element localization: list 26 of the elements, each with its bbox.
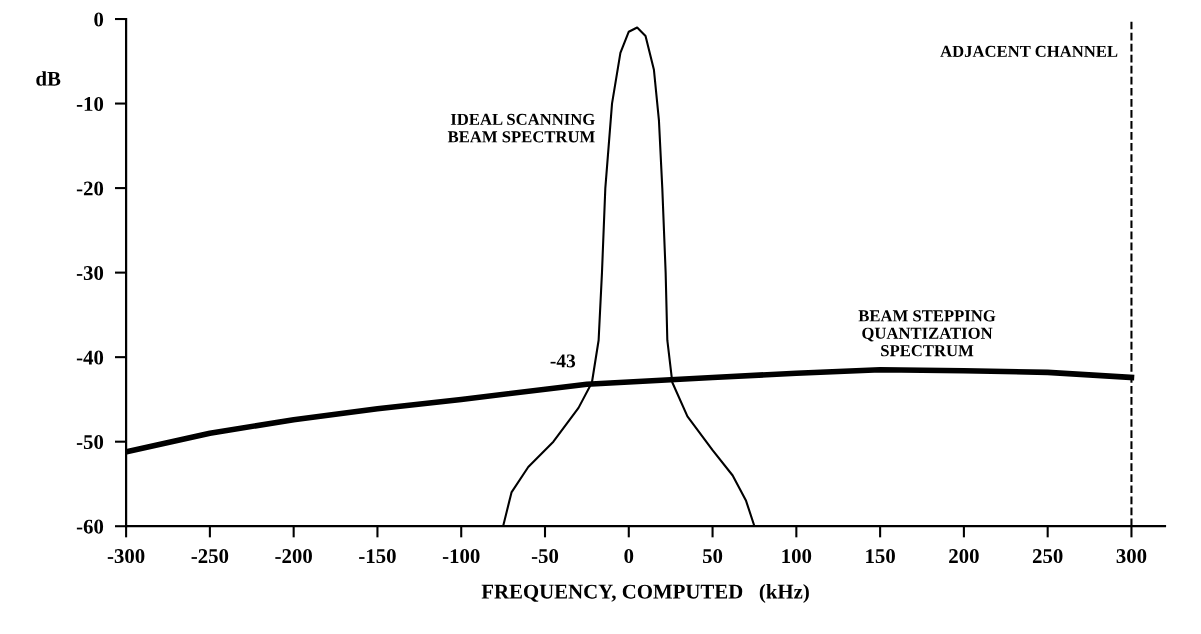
x-tick-label: -100 [442, 549, 480, 564]
x-tick-label: 100 [782, 549, 812, 564]
x-tick-label: 150 [866, 549, 895, 564]
y-tick-label: -30 [76, 265, 104, 281]
y-tick-label: 0 [94, 12, 104, 27]
y-tick-label: -10 [76, 96, 104, 111]
ref-line-label: ADJACENT CHANNEL [940, 45, 1118, 58]
x-tick-label: 50 [702, 549, 723, 564]
x-tick-label: 300 [1116, 549, 1147, 564]
annotation: BEAM STEPPING QUANTIZATION SPECTRUM [858, 310, 996, 357]
x-tick-label: -250 [191, 549, 229, 564]
annotation: -43 [550, 354, 576, 368]
x-tick-label: -200 [275, 549, 312, 564]
x-axis-title: FREQUENCY, COMPUTED (kHz) [481, 584, 809, 603]
y-axis-title: dB [36, 71, 61, 86]
x-tick-label: -150 [359, 549, 396, 564]
y-tick-label: -20 [76, 181, 104, 196]
x-tick-label: 250 [1032, 549, 1063, 564]
x-tick-label: -300 [107, 549, 145, 564]
x-tick-label: -50 [531, 549, 559, 564]
x-tick-label: 0 [624, 549, 634, 564]
y-tick-label: -50 [76, 435, 104, 450]
annotation: IDEAL SCANNING BEAM SPECTRUM [447, 113, 595, 143]
y-tick-label: -40 [76, 350, 104, 365]
x-tick-label: 200 [949, 549, 979, 564]
y-tick-label: -60 [76, 519, 104, 534]
